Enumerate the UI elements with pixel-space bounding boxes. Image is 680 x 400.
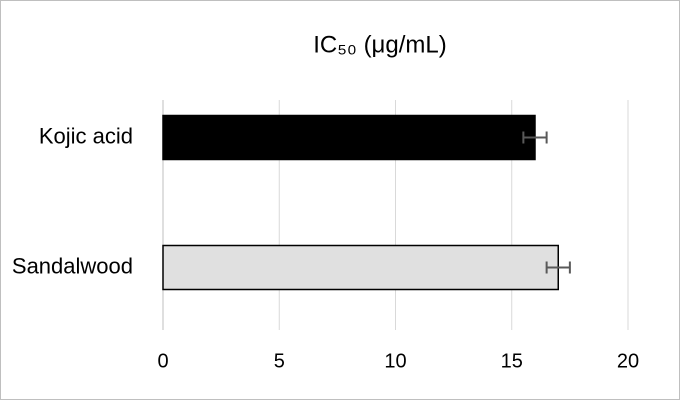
x-tick-label: 10 [384,350,406,372]
x-tick-label: 15 [501,350,523,372]
bar [162,114,536,161]
x-tick-label: 20 [617,350,639,372]
x-tick-label: 5 [274,350,285,372]
y-tick-label: Sandalwood [12,253,133,278]
bar [162,244,559,291]
chart-title: IC₅₀ (μg/mL) [313,31,446,58]
y-tick-label: Kojic acid [39,123,133,148]
x-tick-label: 0 [157,350,168,372]
